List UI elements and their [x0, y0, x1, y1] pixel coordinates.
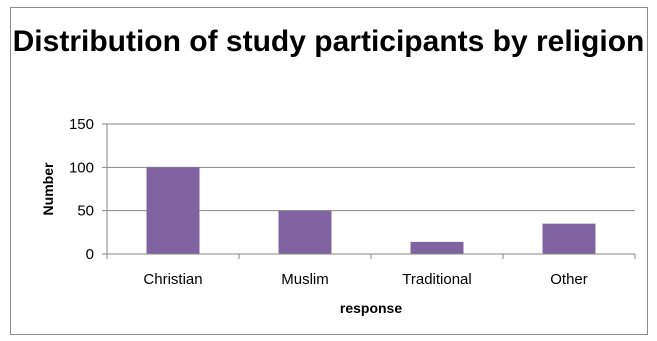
y-tick-label: 150: [69, 116, 94, 133]
bar: [146, 167, 200, 254]
bar: [410, 241, 464, 254]
chart-area: [10, 7, 648, 335]
y-tick-label: 50: [77, 203, 94, 220]
bars: [146, 167, 596, 254]
y-tick-label: 0: [86, 246, 94, 263]
bar: [278, 210, 332, 254]
x-tick-label: Muslim: [281, 271, 329, 288]
x-tick-labels: Christian Muslim Traditional Other: [106, 254, 636, 288]
x-axis-label: response: [340, 300, 402, 316]
y-tick-label: 100: [69, 159, 94, 176]
x-tick-label: Traditional: [402, 271, 471, 288]
chart-title: Distribution of study participants by re…: [12, 25, 645, 58]
bar: [542, 223, 596, 254]
x-tick-label: Other: [550, 271, 588, 288]
y-axis-label: Number: [40, 162, 56, 215]
y-tick-labels: 0 50 100 150: [69, 116, 94, 263]
x-tick-label: Christian: [143, 271, 202, 288]
